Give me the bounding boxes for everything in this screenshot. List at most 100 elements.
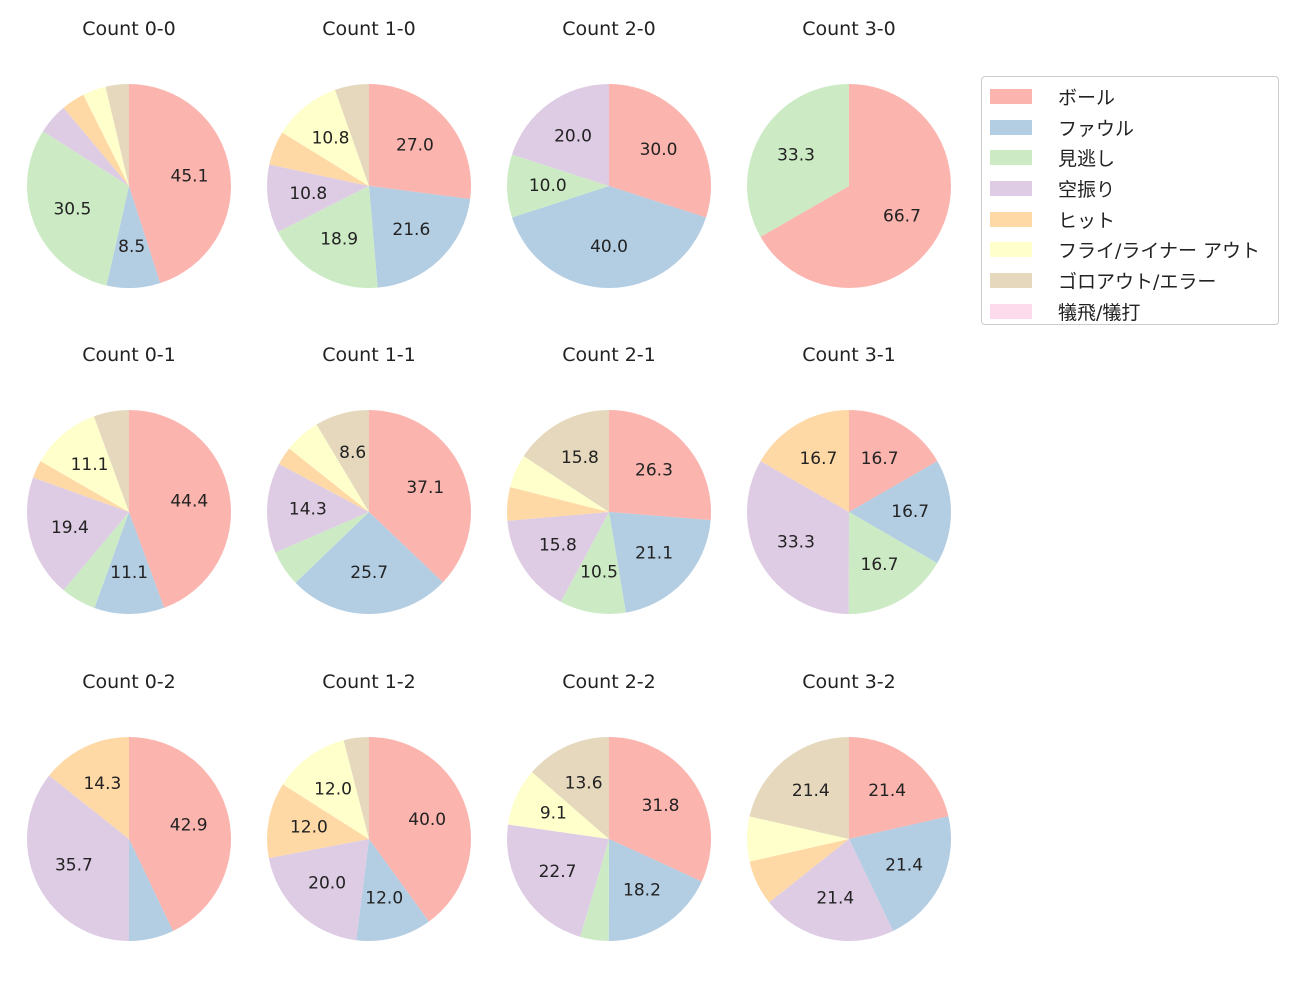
slice-label: 19.4: [51, 518, 89, 538]
pie-slice-2: [277, 186, 378, 288]
pie-slice-0: [129, 737, 232, 932]
pie-slice-6: [105, 84, 129, 186]
pie-slice-0: [609, 410, 711, 521]
slice-label: 16.7: [799, 449, 837, 469]
slice-label: 15.8: [561, 448, 599, 468]
pie-slice-1: [369, 186, 471, 288]
slice-label: 40.0: [408, 810, 446, 830]
pie-title: Count 2-2: [562, 671, 656, 693]
slice-label: 10.5: [580, 562, 618, 582]
pie-slice-4: [506, 487, 609, 521]
slice-label: 12.0: [290, 818, 328, 838]
slice-label: 40.0: [590, 237, 628, 257]
pie-count-2-2: Count 2-2 31.8 18.2 22.7 9.1 13.6: [507, 671, 711, 941]
pie-slice-1: [295, 512, 443, 615]
pie-title: Count 1-2: [322, 671, 416, 693]
legend-label: ゴロアウト/エラー: [1058, 270, 1217, 293]
slice-label: 12.0: [314, 779, 352, 799]
pie-slice-1: [609, 512, 711, 613]
pie-slice-3: [26, 477, 129, 591]
slice-label: 8.6: [339, 443, 366, 463]
pie-count-3-2: Count 3-2 21.4 21.4 21.4 21.4: [747, 671, 951, 941]
pie-count-1-0: Count 1-0 27.0 21.6 18.9 10.8 10.8: [267, 18, 472, 288]
slice-label: 35.7: [55, 856, 93, 876]
legend-label: ヒット: [1058, 209, 1116, 232]
legend-entry: 見逃し: [982, 142, 1278, 173]
pie-slice-4: [266, 784, 369, 859]
pie-slice-2: [580, 839, 609, 941]
pie-slice-2: [26, 131, 129, 286]
legend-swatch: [990, 150, 1032, 166]
pie-slice-3: [769, 839, 894, 941]
pie-title: Count 0-1: [82, 344, 176, 366]
pie-slice-0: [609, 84, 711, 218]
legend-swatch: [990, 272, 1032, 288]
pie-title: Count 1-0: [322, 18, 416, 40]
pie-slice-2: [63, 512, 129, 608]
pie-count-0-0: Count 0-0 45.1 8.5 30.5: [26, 18, 231, 288]
pie-slice-3: [746, 461, 849, 614]
pie-slice-6: [343, 737, 369, 839]
pie-slice-1: [94, 512, 165, 614]
pie-slice-5: [282, 740, 369, 839]
slice-label: 12.0: [365, 888, 403, 908]
pie-slice-5: [83, 86, 129, 186]
slice-label: 14.3: [289, 500, 327, 520]
slice-label: 25.7: [350, 563, 388, 583]
pie-slice-2: [747, 84, 849, 237]
pie-count-1-1: Count 1-1 37.1 25.7 14.3 8.6: [267, 344, 472, 615]
pie-slice-2: [560, 512, 626, 614]
pie-slice-1: [129, 839, 174, 941]
pie-slice-4: [279, 448, 369, 512]
pie-slice-5: [747, 816, 849, 862]
slice-label: 11.1: [110, 563, 148, 583]
pie-title: Count 3-2: [802, 671, 896, 693]
pie-slice-4: [749, 839, 849, 903]
slice-label: 42.9: [170, 815, 208, 835]
slice-label: 21.4: [816, 889, 854, 909]
pie-slice-6: [335, 84, 369, 186]
pie-count-2-0: Count 2-0 30.0 40.0 10.0 20.0: [507, 18, 711, 288]
pie-slice-0: [849, 410, 938, 512]
pie-slice-3: [26, 775, 130, 942]
legend-label: ファウル: [1058, 117, 1135, 140]
pie-slice-0: [369, 84, 472, 199]
pie-count-3-0: Count 3-0 66.7 33.3: [747, 18, 951, 288]
slice-label: 45.1: [171, 167, 209, 187]
slice-label: 15.8: [539, 536, 577, 556]
slice-label: 31.8: [642, 796, 680, 816]
pie-slice-3: [507, 824, 609, 937]
pie-slice-5: [508, 772, 609, 839]
legend-swatch: [990, 211, 1032, 227]
pie-slice-0: [129, 410, 232, 608]
pie-count-3-1: Count 3-1 16.7 16.7 16.7 33.3 16.7: [746, 344, 951, 614]
legend-swatch: [990, 180, 1032, 196]
pie-slice-1: [849, 461, 951, 564]
slice-label: 21.4: [885, 856, 923, 876]
slice-label: 20.0: [554, 126, 592, 146]
slice-label: 21.6: [392, 220, 430, 240]
pie-count-0-1: Count 0-1 44.4 11.1 19.4 11.1: [26, 344, 232, 614]
legend-entry: 犠飛/犠打: [982, 296, 1278, 327]
slice-label: 8.5: [118, 237, 145, 257]
pie-slice-0: [129, 84, 231, 284]
pie-slice-6: [523, 410, 609, 512]
pie-slice-2: [275, 512, 369, 583]
slice-label: 11.1: [71, 455, 109, 475]
legend-swatch: [990, 88, 1032, 104]
pie-slice-1: [106, 186, 161, 288]
pie-slice-6: [532, 737, 609, 839]
pie-count-2-1: Count 2-126.321.110.515.815.8: [506, 344, 711, 614]
pie-slice-1: [511, 186, 707, 288]
pie-title: Count 0-0: [82, 18, 176, 40]
legend-entry: フライ/ライナー アウト: [982, 234, 1278, 265]
legend-entry: ボール: [982, 81, 1278, 112]
legend-entry: ゴロアウト/エラー: [982, 265, 1278, 296]
slice-label: 33.3: [777, 145, 815, 165]
pie-slice-3: [507, 512, 609, 602]
legend: ボール ファウル 見逃し 空振り ヒット フライ/ライナー アウト ゴロアウト/エラー 犠飛/…: [981, 76, 1279, 325]
pie-title: Count 3-0: [802, 18, 896, 40]
legend-label: 犠飛/犠打: [1058, 301, 1141, 324]
